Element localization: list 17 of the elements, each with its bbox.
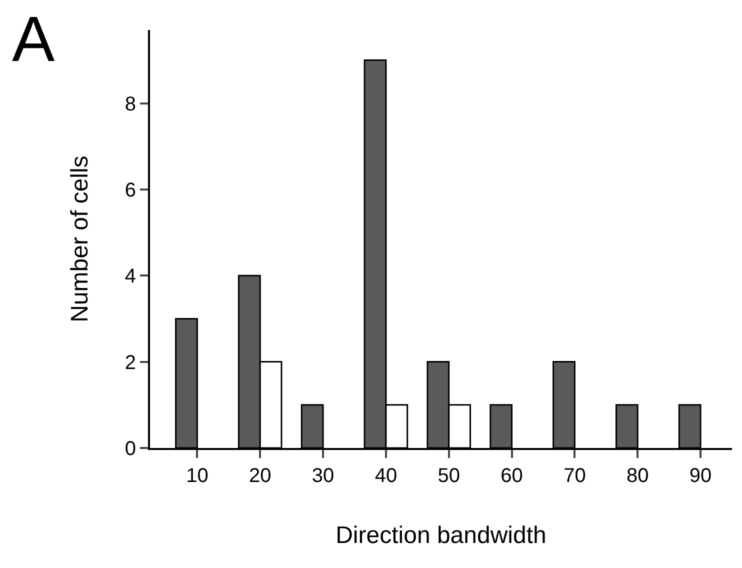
y-axis-title: Number of cells [66, 156, 94, 322]
y-tick-label: 8 [124, 93, 136, 116]
x-tick-label: 70 [564, 465, 586, 487]
y-tick-label: 0 [124, 438, 136, 460]
x-tick-label: 60 [500, 465, 523, 487]
x-tick-label: 10 [186, 465, 208, 487]
x-tick-label: 30 [312, 465, 334, 487]
y-tick-label: 2 [124, 352, 136, 374]
text: A [12, 3, 55, 75]
x-tick-label: 20 [248, 465, 272, 487]
y-tick-label: 4 [124, 266, 136, 288]
y-tick-label: 6 [124, 179, 136, 202]
x-tick-label: 50 [438, 465, 460, 487]
x-tick-label: 90 [689, 465, 712, 487]
x-tick-label: 80 [626, 465, 649, 487]
x-axis-title: Direction bandwidth [336, 522, 546, 549]
x-tick-label: 40 [374, 465, 398, 487]
